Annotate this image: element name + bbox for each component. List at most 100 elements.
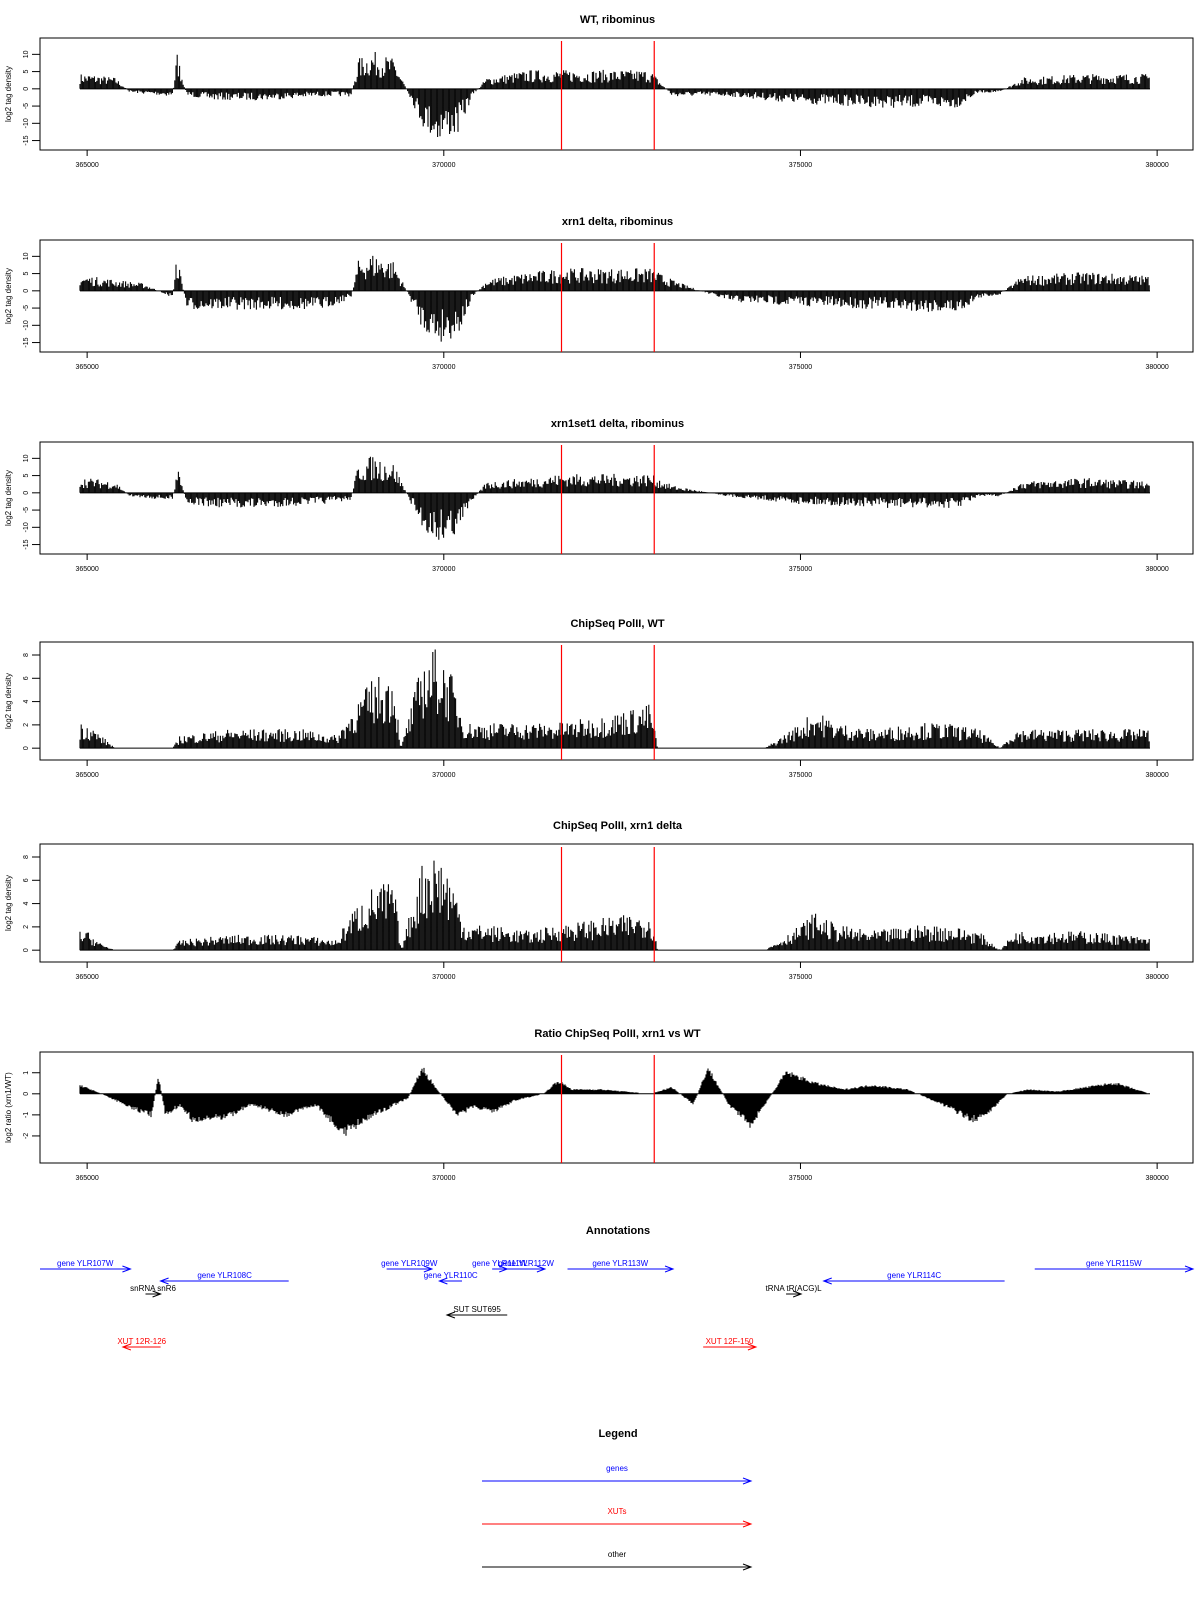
x-tick-label: 375000: [789, 566, 812, 573]
feature-label: gene YLR108C: [197, 1271, 252, 1280]
signal-trace: [79, 649, 1150, 749]
y-tick-label: -15: [23, 135, 30, 145]
y-tick-label: 10: [23, 50, 30, 58]
chart-panel: xrn1 delta, ribominus log2 tag density 10 5…: [4, 216, 1194, 371]
x-tick-label: 380000: [1145, 1175, 1168, 1182]
arrow-head: [445, 1311, 456, 1319]
y-tick-label: -1: [23, 1112, 30, 1118]
y-axis-label: log2 ratio (xrn1/WT): [4, 1072, 13, 1143]
x-tick-label: 365000: [75, 1175, 98, 1182]
x-tick-label: 375000: [789, 974, 812, 981]
y-tick-label: 0: [23, 87, 30, 91]
y-tick-label: -5: [23, 305, 30, 311]
signal-trace: [79, 456, 1150, 540]
arrow-head: [159, 1277, 169, 1285]
x-tick-label: 365000: [75, 772, 98, 779]
y-tick-label: -2: [23, 1133, 30, 1139]
chart-title: Ratio ChipSeq PolII, xrn1 vs WT: [534, 1028, 701, 1040]
feature-label: SUT SUT695: [453, 1305, 501, 1314]
x-tick-label: 365000: [75, 566, 98, 573]
x-tick-label: 375000: [789, 772, 812, 779]
y-tick-label: 4: [23, 700, 30, 704]
plot-frame: [39, 37, 1194, 151]
y-tick-label: 5: [23, 70, 30, 74]
y-tick-label: 2: [23, 723, 30, 727]
signal-trace: [79, 860, 1150, 951]
legend-arrow-head: [742, 1520, 753, 1528]
y-tick-label: -15: [23, 337, 30, 347]
arrow-head: [747, 1343, 758, 1351]
arrow-head: [437, 1277, 448, 1285]
legend-arrow-head: [742, 1477, 753, 1485]
feature-label: gene YLR112W: [498, 1259, 554, 1268]
y-tick-label: -5: [23, 507, 30, 513]
y-tick-label: 2: [23, 925, 30, 929]
feature-label: gene YLR107W: [57, 1259, 114, 1268]
x-tick-label: 380000: [1145, 566, 1168, 573]
y-tick-label: -10: [23, 320, 30, 330]
arrow-head: [664, 1265, 675, 1273]
y-axis-label: log2 tag density: [4, 875, 13, 931]
x-tick-label: 370000: [432, 772, 455, 779]
plot-frame: [39, 843, 1194, 963]
feature-label: gene YLR111W: [472, 1259, 528, 1268]
annotations-title: Annotations: [586, 1225, 650, 1237]
y-tick-label: 0: [23, 948, 30, 952]
y-tick-label: 6: [23, 676, 30, 680]
arrow-head: [792, 1290, 803, 1298]
arrow-head: [423, 1265, 434, 1273]
signal-trace: [79, 255, 1150, 342]
arrow-head: [536, 1265, 547, 1273]
y-tick-label: 5: [23, 272, 30, 276]
plot-frame: [39, 239, 1194, 353]
feature-label: gene YLR113W: [592, 1259, 648, 1268]
y-tick-label: -10: [23, 522, 30, 532]
y-tick-label: 10: [23, 252, 30, 260]
arrow-head: [152, 1290, 162, 1298]
chart-title: ChipSeq PolII, xrn1 delta: [553, 820, 683, 832]
arrow-head: [122, 1265, 132, 1273]
chart-panel: ChipSeq PolII, xrn1 delta log2 tag densit…: [4, 820, 1194, 981]
chart-panel: xrn1set1 delta, ribominus log2 tag densit…: [4, 418, 1194, 573]
x-tick-label: 375000: [789, 1175, 812, 1182]
chart-title: xrn1set1 delta, ribominus: [551, 418, 684, 430]
chart-title: WT, ribominus: [580, 14, 655, 26]
chart-panel: Ratio ChipSeq PolII, xrn1 vs WT log2 rati…: [4, 1028, 1194, 1182]
feature-label: snRNA snR6: [130, 1284, 176, 1293]
y-tick-label: 0: [23, 746, 30, 750]
y-axis-label: log2 tag density: [4, 268, 13, 324]
x-tick-label: 380000: [1145, 772, 1168, 779]
x-tick-label: 375000: [789, 162, 812, 169]
feature-label: tRNA tR(ACG)L: [766, 1284, 823, 1293]
y-tick-label: 5: [23, 474, 30, 478]
y-tick-label: 0: [23, 1092, 30, 1096]
legend-title: Legend: [598, 1428, 637, 1440]
x-tick-label: 365000: [75, 162, 98, 169]
chart-title: ChipSeq PolII, WT: [570, 618, 664, 630]
y-tick-label: 0: [23, 491, 30, 495]
legend-label: other: [608, 1550, 627, 1559]
y-tick-label: -15: [23, 539, 30, 549]
legend-label: genes: [606, 1464, 628, 1473]
legend-label: XUTs: [607, 1507, 626, 1516]
signal-trace: [79, 52, 1150, 137]
plot-frame: [39, 441, 1194, 555]
x-tick-label: 370000: [432, 974, 455, 981]
y-tick-label: -5: [23, 103, 30, 109]
chart-title: xrn1 delta, ribominus: [562, 216, 673, 228]
chart-panel: ChipSeq PolII, WT log2 tag density 0 2 4 6 8 36…: [4, 618, 1194, 779]
signal-trace: [79, 1067, 1147, 1136]
y-tick-label: 0: [23, 289, 30, 293]
arrow-head: [121, 1343, 132, 1351]
y-tick-label: 6: [23, 878, 30, 882]
y-tick-label: 8: [23, 855, 30, 859]
feature-label: gene YLR110C: [424, 1271, 478, 1280]
y-tick-label: 4: [23, 902, 30, 906]
y-tick-label: 10: [23, 454, 30, 462]
plot-frame: [39, 1051, 1194, 1164]
feature-label: gene YLR109W: [381, 1259, 438, 1268]
y-tick-label: 1: [23, 1071, 30, 1075]
feature-label: gene YLR115W: [1086, 1259, 1142, 1268]
x-tick-label: 365000: [75, 974, 98, 981]
